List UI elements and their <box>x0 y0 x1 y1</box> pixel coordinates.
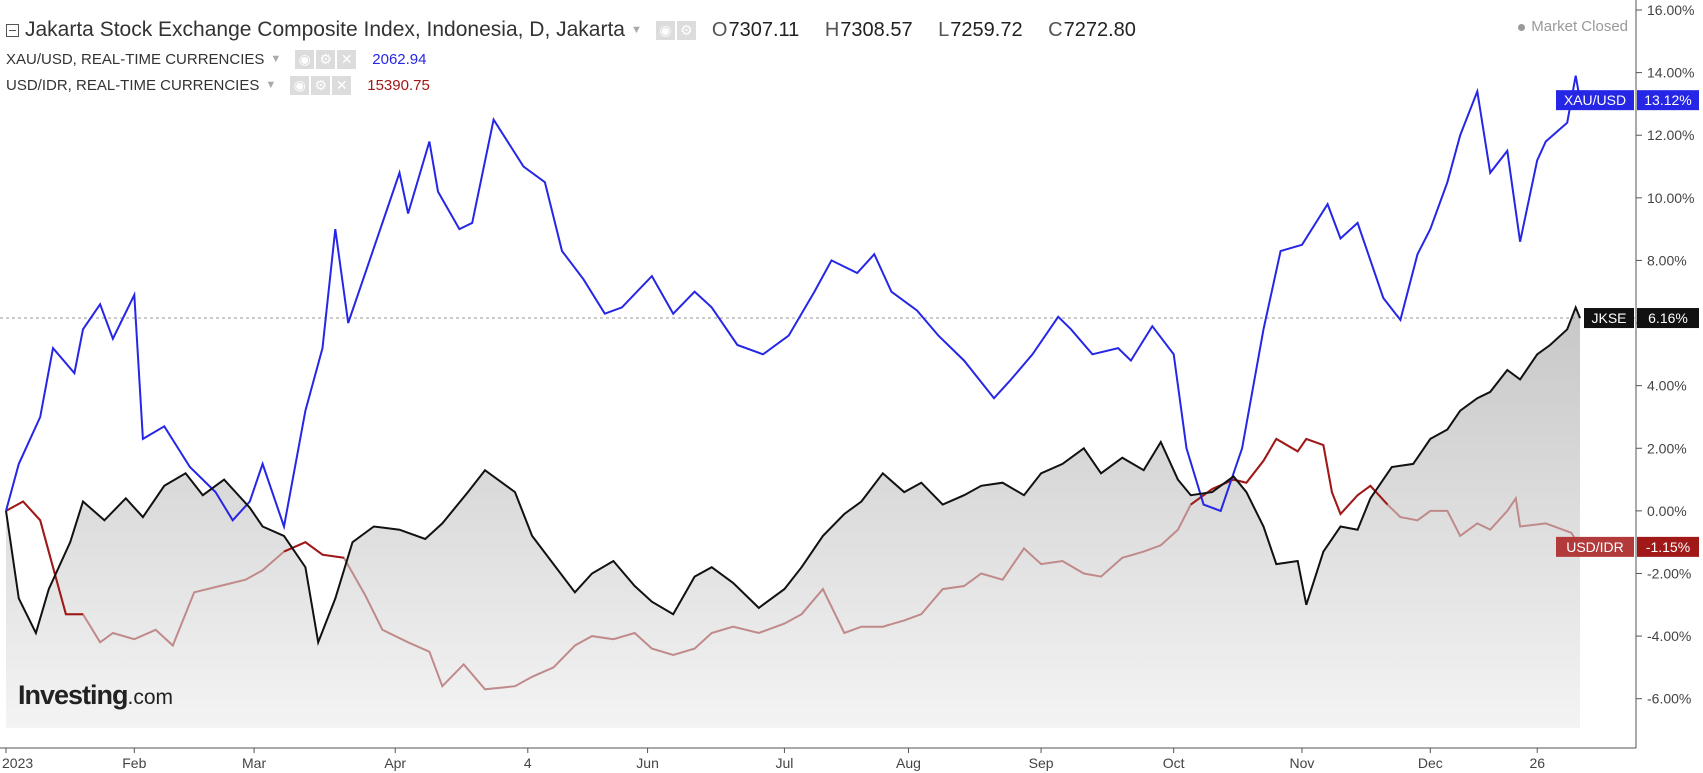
series-name-tag-label: USD/IDR <box>1566 539 1624 555</box>
x-tick-label: Feb <box>122 755 146 771</box>
close-label: C <box>1048 18 1063 41</box>
low-value: 7259.72 <box>950 18 1023 41</box>
eye-icon[interactable]: ◉ <box>295 49 315 69</box>
logo-suffix: .com <box>127 686 174 709</box>
xau-legend-value: 2062.94 <box>372 50 427 68</box>
collapse-icon[interactable] <box>6 23 19 37</box>
high-label: H <box>824 18 840 41</box>
series-value-tag <box>1637 90 1699 111</box>
x-tick-label: Jul <box>775 755 793 771</box>
series-name-tag <box>1556 536 1634 557</box>
chevron-down-icon[interactable]: ▼ <box>631 24 642 36</box>
jkse-line <box>5 304 1581 647</box>
y-tick-label: 2.00% <box>1647 440 1687 456</box>
chevron-down-icon[interactable]: ▼ <box>270 53 282 65</box>
jkse-area-fill <box>6 307 1580 728</box>
y-tick-label: 10.00% <box>1647 190 1694 206</box>
x-tick-label: 26 <box>1529 755 1545 771</box>
eye-icon[interactable]: ◉ <box>290 75 310 95</box>
chart-legend: Jakarta Stock Exchange Composite Index, … <box>6 14 1156 98</box>
x-tick-label: Apr <box>384 755 406 771</box>
market-status-text: Market Closed <box>1531 18 1628 35</box>
series-value-tag <box>1637 536 1699 557</box>
idr-legend-label[interactable]: USD/IDR, REAL-TIME CURRENCIES <box>6 76 260 94</box>
x-tick-label: 2023 <box>2 755 33 771</box>
idr-legend-value: 15390.75 <box>367 76 430 94</box>
y-tick-label: -4.00% <box>1647 628 1691 644</box>
y-tick-label: 14.00% <box>1647 65 1694 81</box>
series-name-tag <box>1584 308 1634 329</box>
main-symbol-row: Jakarta Stock Exchange Composite Index, … <box>6 14 1156 46</box>
high-value: 7308.57 <box>840 18 913 41</box>
open-value: 7307.11 <box>728 18 800 41</box>
y-tick-label: 4.00% <box>1647 378 1687 394</box>
close-icon[interactable]: ✕ <box>337 49 357 69</box>
investing-logo: Investing.com <box>18 680 173 711</box>
low-label: L <box>938 18 950 41</box>
x-tick-label: Aug <box>896 755 921 771</box>
y-tick-label: -6.00% <box>1647 691 1691 707</box>
series-value-tag-label: -1.15% <box>1646 539 1690 555</box>
y-tick-label: 12.00% <box>1647 127 1694 143</box>
series-name-tag-label: XAU/USD <box>1564 92 1626 108</box>
series-value-tag-label: 13.12% <box>1644 92 1691 108</box>
x-tick-label: Sep <box>1029 755 1054 771</box>
close-icon[interactable]: ✕ <box>332 75 352 95</box>
status-dot-icon <box>1518 23 1526 31</box>
y-tick-label: 16.00% <box>1647 2 1694 18</box>
x-tick-label: 4 <box>524 755 532 771</box>
x-tick-label: Mar <box>242 755 266 771</box>
x-tick-label: Nov <box>1290 755 1315 771</box>
x-tick-label: Oct <box>1163 755 1185 771</box>
eye-icon[interactable]: ◉ <box>655 20 675 40</box>
series-value-tag <box>1637 308 1699 329</box>
market-status: Market Closed <box>1518 18 1628 35</box>
x-tick-label: Jun <box>636 755 659 771</box>
close-value: 7272.80 <box>1063 18 1136 41</box>
gear-icon[interactable]: ⚙ <box>316 49 336 69</box>
gear-icon[interactable]: ⚙ <box>676 20 696 40</box>
usd-idr-line-segment <box>283 541 345 559</box>
ohlc-values: O7307.11 H7308.57 L7259.72 C7272.80 <box>712 19 1156 42</box>
y-tick-label: -2.00% <box>1647 565 1691 581</box>
open-label: O <box>711 18 728 41</box>
logo-main: Investing <box>18 680 129 710</box>
y-tick-label: 8.00% <box>1647 252 1687 268</box>
xau-usd-line <box>5 75 1581 531</box>
gear-icon[interactable]: ⚙ <box>311 75 331 95</box>
chart-title[interactable]: Jakarta Stock Exchange Composite Index, … <box>25 18 625 41</box>
chevron-down-icon[interactable]: ▼ <box>265 79 277 91</box>
xau-legend-label[interactable]: XAU/USD, REAL-TIME CURRENCIES <box>6 50 265 68</box>
idr-legend-row: USD/IDR, REAL-TIME CURRENCIES ▼ ◉ ⚙ ✕ 15… <box>6 72 1156 98</box>
usd-idr-line-segment <box>5 500 83 616</box>
series-name-tag <box>1556 90 1634 111</box>
xau-legend-row: XAU/USD, REAL-TIME CURRENCIES ▼ ◉ ⚙ ✕ 20… <box>6 46 1156 72</box>
series-value-tag-label: 6.16% <box>1648 310 1688 326</box>
y-tick-label: 0.00% <box>1647 503 1687 519</box>
x-tick-label: Dec <box>1418 755 1443 771</box>
series-name-tag-label: JKSE <box>1591 310 1626 326</box>
